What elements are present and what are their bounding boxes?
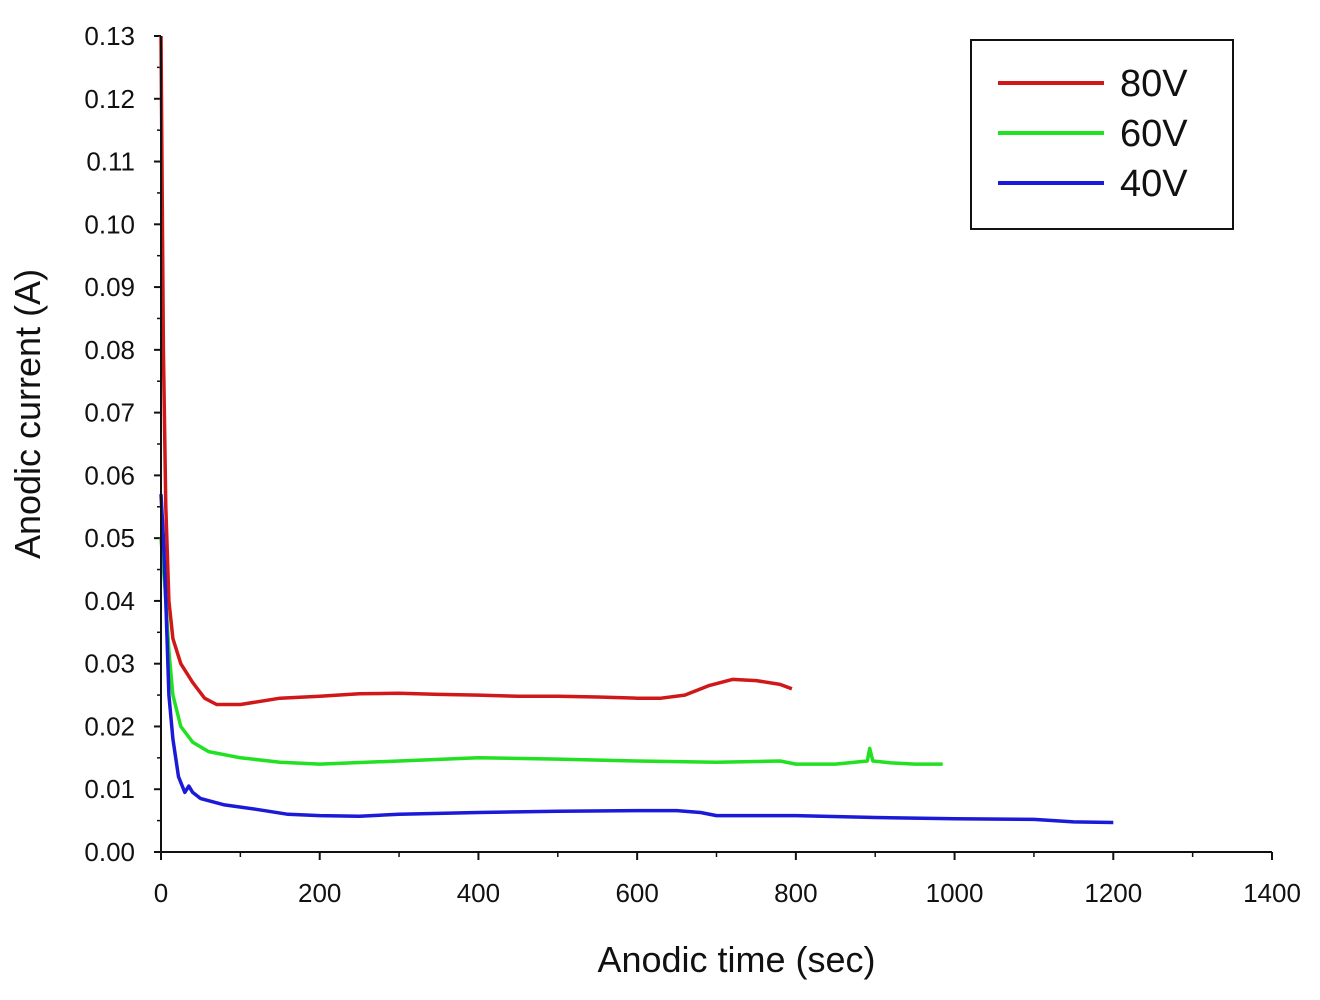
series-line-80V bbox=[159, 35, 793, 707]
y-axis-title: Anodic current (A) bbox=[7, 269, 48, 559]
x-tick-label: 600 bbox=[615, 878, 658, 908]
y-tick-label: 0.06 bbox=[84, 460, 135, 490]
x-tick-label: 1200 bbox=[1084, 878, 1142, 908]
x-axis-ticks: 0 200 400 600 800 1000 1200 1400 bbox=[154, 852, 1301, 908]
y-tick-label: 0.04 bbox=[84, 586, 135, 616]
y-tick-label: 0.03 bbox=[84, 649, 135, 679]
y-tick-label: 0.11 bbox=[86, 147, 135, 177]
y-axis-ticks: 0.00 0.01 0.02 0.03 0.04 0.05 0.06 0.07 0.08 0.09… bbox=[84, 21, 161, 867]
legend-label: 40V bbox=[1120, 163, 1188, 205]
y-tick-label: 0.13 bbox=[84, 21, 135, 51]
legend-label: 80V bbox=[1120, 63, 1188, 105]
x-tick-label: 400 bbox=[457, 878, 500, 908]
x-tick-label: 1400 bbox=[1243, 878, 1301, 908]
y-tick-label: 0.02 bbox=[84, 711, 135, 741]
x-tick-label: 200 bbox=[298, 878, 341, 908]
x-tick-label: 800 bbox=[774, 878, 817, 908]
y-tick-label: 0.07 bbox=[84, 398, 135, 428]
series-layer bbox=[159, 35, 1114, 825]
y-tick-label: 0.09 bbox=[84, 272, 135, 302]
series-line-60V bbox=[159, 538, 943, 766]
y-tick-label: 0.08 bbox=[84, 335, 135, 365]
series-line-40V bbox=[159, 494, 1114, 825]
y-tick-label: 0.01 bbox=[84, 774, 135, 804]
y-tick-label: 0.00 bbox=[84, 837, 135, 867]
legend-label: 60V bbox=[1120, 113, 1188, 155]
y-tick-label: 0.10 bbox=[84, 209, 135, 239]
legend: 80V 60V 40V bbox=[970, 39, 1234, 230]
x-axis-title: Anodic time (sec) bbox=[597, 939, 875, 980]
x-tick-label: 1000 bbox=[926, 878, 984, 908]
y-tick-label: 0.05 bbox=[84, 523, 135, 553]
y-tick-label: 0.12 bbox=[84, 84, 135, 114]
x-tick-label: 0 bbox=[154, 878, 168, 908]
